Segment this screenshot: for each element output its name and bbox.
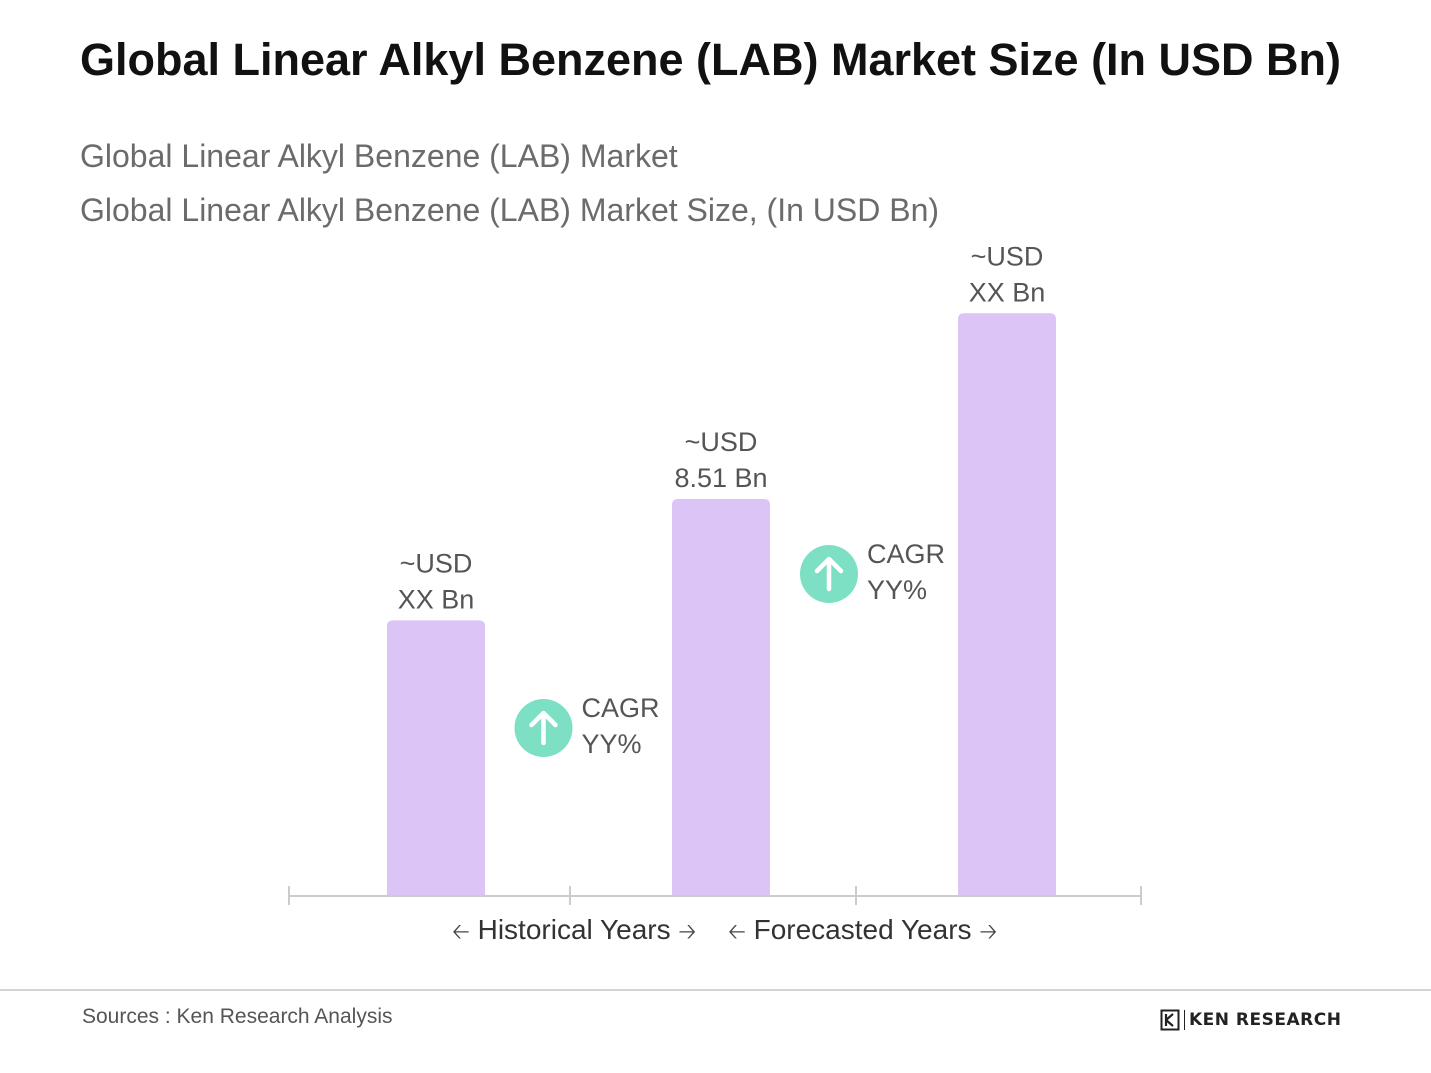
bar-value-label-2: ~USD XX Bn bbox=[969, 241, 1046, 307]
arrow-left-icon: 🡠 bbox=[728, 919, 746, 944]
bar-value-label-1-line-1: 8.51 Bn bbox=[674, 463, 767, 493]
logo-separator bbox=[1184, 1010, 1185, 1030]
source-note: Sources : Ken Research Analysis bbox=[82, 1005, 393, 1028]
period-label-historical: Historical Years bbox=[477, 914, 671, 945]
cagr-label-0-line-1: YY% bbox=[582, 729, 642, 759]
bar-value-label-2-line-0: ~USD bbox=[971, 241, 1044, 271]
period-label-forecasted: Forecasted Years bbox=[753, 914, 972, 945]
bar-value-label-0: ~USD XX Bn bbox=[398, 548, 475, 614]
chart-subtitle-2: Global Linear Alkyl Benzene (LAB) Market… bbox=[80, 192, 940, 228]
cagr-label-1-line-1: YY% bbox=[867, 575, 927, 605]
cagr-label-0: CAGR YY% bbox=[582, 693, 660, 759]
chart-subtitle-1: Global Linear Alkyl Benzene (LAB) Market bbox=[80, 138, 678, 174]
cagr-label-1-line-0: CAGR bbox=[867, 539, 945, 569]
bar-value-label-2-line-1: XX Bn bbox=[969, 277, 1046, 307]
bar-2 bbox=[958, 313, 1056, 895]
bar-0 bbox=[387, 620, 485, 895]
arrow-left-icon: 🡠 bbox=[452, 919, 470, 944]
x-period-forecasted: 🡠 Forecasted Years 🡢 bbox=[728, 914, 997, 953]
arrow-up-circle-icon bbox=[529, 710, 558, 746]
cagr-label-0-line-0: CAGR bbox=[582, 693, 660, 723]
footer-divider bbox=[0, 989, 1431, 991]
bar-value-label-0-line-0: ~USD bbox=[400, 548, 473, 578]
cagr-label-1: CAGR YY% bbox=[867, 539, 945, 605]
arrow-right-icon: 🡢 bbox=[979, 919, 998, 944]
ken-research-logo-icon bbox=[1160, 1009, 1180, 1031]
bar-value-label-1-line-0: ~USD bbox=[685, 427, 758, 457]
ken-research-logo: KEN RESEARCH bbox=[1160, 1008, 1341, 1032]
chart-title: Global Linear Alkyl Benzene (LAB) Market… bbox=[80, 34, 1342, 85]
logo-text: KEN RESEARCH bbox=[1189, 1010, 1342, 1030]
bar-value-label-1: ~USD 8.51 Bn bbox=[674, 427, 767, 493]
bar-value-label-0-line-1: XX Bn bbox=[398, 584, 475, 614]
x-period-historical: 🡠 Historical Years 🡢 bbox=[452, 914, 696, 953]
bar-1 bbox=[672, 498, 770, 895]
arrow-right-icon: 🡢 bbox=[678, 919, 697, 944]
arrow-up-circle-icon bbox=[814, 556, 844, 592]
